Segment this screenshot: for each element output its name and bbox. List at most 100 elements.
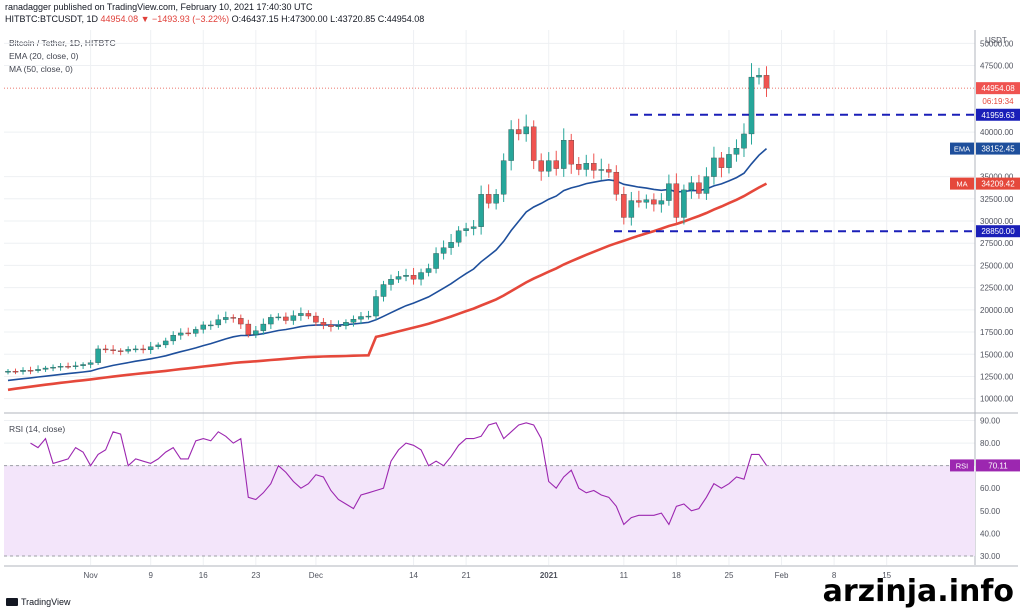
candle-body: [530, 126, 537, 161]
candle-body: [500, 160, 507, 195]
candle-body: [726, 154, 732, 168]
resistance-tag: [976, 108, 1020, 121]
candle-body: [748, 76, 755, 135]
candle-body: [102, 348, 109, 351]
price-tick-label: 22500.00: [980, 284, 1014, 293]
candle-body: [35, 369, 41, 371]
candle-body: [628, 200, 635, 218]
candle-body: [553, 160, 559, 169]
time-tick-label: 15: [882, 571, 891, 580]
candle-body: [598, 169, 605, 171]
candle-body: [651, 199, 657, 205]
time-tick-label: Dec: [309, 571, 323, 580]
candle-body: [538, 160, 544, 172]
candle-body: [358, 316, 364, 320]
candle-body: [583, 163, 590, 170]
rsi-band: [4, 465, 975, 556]
ema-prefix-label: EMA: [954, 145, 970, 154]
last-price-label: 44954.08: [981, 84, 1015, 93]
candle-body: [192, 329, 199, 334]
candle-body: [418, 272, 424, 280]
candle-body: [688, 182, 695, 191]
candle-body: [147, 346, 154, 350]
time-tick-label: 23: [251, 571, 260, 580]
candle-body: [365, 315, 372, 318]
time-tick-label: 2021: [540, 571, 558, 580]
price-tick-label: 47500.00: [980, 62, 1014, 71]
candle-body: [117, 350, 124, 352]
rsi-tick-label: 50.00: [980, 507, 1001, 516]
ma-label: 34209.42: [981, 180, 1015, 189]
candle-body: [350, 319, 357, 323]
candle-body: [27, 370, 34, 372]
time-tick-label: 21: [462, 571, 471, 580]
candle-body: [110, 349, 116, 351]
price-unit-label: USDT: [985, 36, 1007, 45]
time-tick-label: 25: [725, 571, 734, 580]
candle-body: [410, 275, 417, 280]
legend-ema: EMA (20, close, 0): [9, 51, 79, 61]
candle-body: [560, 140, 567, 169]
candle-body: [313, 315, 319, 323]
candle-body: [470, 226, 477, 229]
candle-body: [170, 335, 176, 342]
candle-body: [328, 324, 334, 327]
price-tick-label: 50000.00: [980, 39, 1014, 48]
price-tick-label: 30000.00: [980, 217, 1014, 226]
candle-body: [200, 324, 207, 330]
candle-body: [42, 367, 49, 370]
legend-ma: MA (50, close, 0): [9, 64, 73, 74]
candle-body: [223, 317, 229, 320]
candle-body: [576, 163, 582, 170]
rsi-value-label: 70.11: [988, 461, 1008, 470]
candle-body: [275, 316, 282, 319]
price-tick-label: 20000.00: [980, 306, 1014, 315]
last-price-tag: [976, 82, 1020, 95]
candle-body: [395, 276, 402, 280]
ema-label: 38152.45: [981, 145, 1015, 154]
candle-body: [230, 317, 237, 319]
rsi-tick-label: 60.00: [980, 484, 1001, 493]
price-tick-label: 40000.00: [980, 128, 1014, 137]
tradingview-icon: [6, 598, 18, 606]
price-tick-label: 17500.00: [980, 328, 1014, 337]
candle-body: [478, 194, 484, 227]
rsi-line: [30, 422, 767, 526]
candle-body: [298, 313, 304, 316]
candle-body: [185, 332, 191, 335]
rsi-tick-label: 80.00: [980, 439, 1001, 448]
candle-body: [703, 176, 710, 194]
candle-body: [335, 325, 342, 327]
candle-body: [283, 316, 289, 321]
rsi-tick-label: 30.00: [980, 552, 1001, 561]
candle-body: [5, 370, 11, 373]
candle-body: [260, 323, 267, 331]
price-tick-label: 32500.00: [980, 195, 1014, 204]
candle-body: [463, 228, 469, 231]
candle-body: [741, 133, 747, 149]
candle-body: [666, 183, 672, 201]
candle-body: [388, 279, 394, 285]
candle-body: [448, 242, 454, 248]
price-tick-label: 12500.00: [980, 372, 1014, 381]
ma-prefix-label: MA: [956, 180, 967, 189]
time-tick-label: 14: [409, 571, 418, 580]
legend-rsi: RSI (14, close): [9, 424, 66, 434]
time-tick-label: 8: [832, 571, 837, 580]
candle-body: [681, 189, 687, 218]
rsi-tick-label: 40.00: [980, 529, 1001, 538]
price-tick-label: 35000.00: [980, 173, 1014, 182]
candle-body: [696, 182, 702, 194]
candle-body: [162, 340, 169, 346]
candle-body: [545, 160, 552, 172]
ma50-line: [7, 182, 768, 392]
candle-body: [87, 362, 94, 365]
time-tick-label: Nov: [83, 571, 97, 580]
candle-body: [673, 183, 680, 218]
candle-body: [125, 349, 131, 352]
candle-body: [343, 322, 349, 326]
candle-body: [718, 157, 725, 168]
rsi-value-tag: [976, 459, 1020, 472]
candle-body: [433, 253, 439, 269]
